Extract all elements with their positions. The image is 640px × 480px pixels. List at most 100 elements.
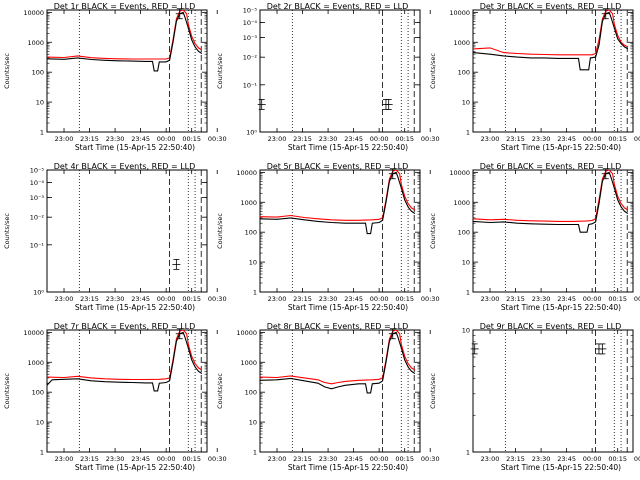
x-tick-label: 00:15 [182, 295, 201, 303]
x-tick-label: 00:15 [608, 135, 627, 143]
y-tick-label: 10⁻³ [30, 194, 45, 202]
error-bar-marker [257, 98, 266, 110]
y-tick-label: 10000 [449, 169, 470, 177]
plot-frame [46, 9, 208, 133]
y-tick-label: 10000 [449, 9, 470, 17]
x-tick-label: 00:30 [421, 455, 440, 463]
x-tick-label: 00:00 [370, 135, 389, 143]
y-tick-label: 10⁻² [30, 214, 45, 222]
x-tick-label: 00:15 [608, 295, 627, 303]
x-tick-label: 23:45 [344, 135, 363, 143]
plot-frame [46, 169, 208, 293]
error-bar-marker [172, 258, 181, 270]
y-tick-label: 1000 [240, 199, 257, 207]
panel-title: Det 6r BLACK = Events, RED = LLD [480, 162, 622, 171]
x-tick-label: 23:30 [319, 455, 338, 463]
x-tick-label: 23:45 [557, 135, 576, 143]
plot-frame [472, 9, 634, 133]
y-tick-label: 10⁰ [33, 289, 44, 297]
plot-frame [259, 169, 421, 293]
panel-det-8: Det 8r BLACK = Events, RED = LLD 1 10 100 10… [216, 322, 440, 472]
error-bar-marker [384, 98, 393, 110]
y-axis-title: Counts/sec [3, 373, 11, 409]
panel-title: Det 9r BLACK = Events, RED = LLD [480, 322, 622, 331]
y-tick-label: 10000 [23, 9, 44, 17]
error-bar-marker [175, 8, 184, 20]
y-tick-label: 10⁻¹ [243, 81, 258, 89]
x-tick-label: 00:15 [395, 455, 414, 463]
y-tick-label: 1 [466, 289, 470, 297]
x-tick-label: 00:30 [421, 135, 440, 143]
x-tick-label: 23:00 [268, 455, 287, 463]
panel-det-4: Det 4r BLACK = Events, RED = LLD 10⁰ 10⁻¹ 1… [3, 162, 227, 312]
y-axis-title: Counts/sec [429, 53, 437, 89]
x-tick-label: 23:30 [532, 455, 551, 463]
x-tick-label: 00:00 [370, 455, 389, 463]
x-tick-label: 23:45 [557, 295, 576, 303]
panel-det-3: Det 3r BLACK = Events, RED = LLD 1 10 100 10… [429, 2, 640, 152]
y-tick-label: 1 [253, 449, 257, 457]
x-tick-label: 23:45 [344, 455, 363, 463]
x-tick-label: 23:00 [55, 455, 74, 463]
x-tick-label: 00:30 [421, 295, 440, 303]
x-axis-title: Start Time (15-Apr-15 22:50:40) [288, 303, 408, 312]
panel-det-7: Det 7r BLACK = Events, RED = LLD 1 10 100 10… [3, 322, 227, 472]
panel-det-1: Det 1r BLACK = Events, RED = LLD 1 10 100 10… [3, 2, 227, 152]
x-tick-label: 00:15 [395, 135, 414, 143]
x-tick-label: 23:30 [106, 135, 125, 143]
x-tick-label: 23:15 [293, 295, 312, 303]
panel-title: Det 8r BLACK = Events, RED = LLD [267, 322, 409, 331]
x-tick-label: 23:00 [481, 135, 500, 143]
lld-series-line [473, 170, 629, 222]
y-tick-label: 10000 [236, 329, 257, 337]
x-tick-label: 23:15 [506, 455, 525, 463]
y-tick-label: 10 [462, 327, 470, 335]
y-tick-label: 10 [36, 99, 44, 107]
y-axis-title: Counts/sec [216, 373, 224, 409]
events-series-line [260, 331, 416, 394]
error-bar-marker [601, 168, 610, 180]
events-series-line [473, 11, 629, 71]
y-axis-title: Counts/sec [216, 213, 224, 249]
x-tick-label: 23:15 [80, 295, 99, 303]
plot-frame [46, 329, 208, 453]
y-tick-label: 1000 [453, 39, 470, 47]
x-tick-label: 23:30 [319, 135, 338, 143]
x-tick-label: 00:00 [583, 295, 602, 303]
y-tick-label: 1 [466, 129, 470, 137]
error-bar-marker [598, 343, 607, 355]
x-tick-label: 23:30 [319, 295, 338, 303]
panel-det-6: Det 6r BLACK = Events, RED = LLD 1 10 100 10… [429, 162, 640, 312]
y-axis-title: Counts/sec [3, 213, 11, 249]
y-tick-label: 10000 [236, 169, 257, 177]
y-tick-label: 10⁻² [243, 54, 258, 62]
x-tick-label: 00:30 [634, 295, 640, 303]
error-bar-marker [175, 328, 184, 340]
x-axis-title: Start Time (15-Apr-15 22:50:40) [288, 463, 408, 472]
x-axis-title: Start Time (15-Apr-15 22:50:40) [75, 463, 195, 472]
x-tick-label: 00:00 [157, 135, 176, 143]
plot-frame [472, 169, 634, 293]
x-tick-label: 23:30 [106, 455, 125, 463]
x-tick-label: 00:30 [634, 135, 640, 143]
y-tick-label: 10⁻⁴ [243, 19, 258, 27]
x-axis-title: Start Time (15-Apr-15 22:50:40) [75, 143, 195, 152]
x-tick-label: 00:15 [608, 455, 627, 463]
y-tick-label: 1 [40, 449, 44, 457]
y-tick-label: 10 [462, 99, 470, 107]
panel-title: Det 4r BLACK = Events, RED = LLD [54, 162, 196, 171]
x-tick-label: 00:30 [208, 135, 227, 143]
x-axis-title: Start Time (15-Apr-15 22:50:40) [501, 303, 621, 312]
x-tick-label: 23:00 [268, 135, 287, 143]
panel-det-5: Det 5r BLACK = Events, RED = LLD 1 10 100 10… [216, 162, 440, 312]
y-tick-label: 1000 [240, 359, 257, 367]
x-tick-label: 00:30 [208, 295, 227, 303]
x-tick-label: 23:15 [293, 135, 312, 143]
x-tick-label: 00:30 [634, 455, 640, 463]
error-bar-marker [388, 168, 397, 180]
plot-frame [259, 9, 421, 133]
x-tick-label: 23:00 [55, 135, 74, 143]
x-tick-label: 23:30 [106, 295, 125, 303]
y-axis-title: Counts/sec [429, 373, 437, 409]
y-axis-title: Counts/sec [216, 53, 224, 89]
